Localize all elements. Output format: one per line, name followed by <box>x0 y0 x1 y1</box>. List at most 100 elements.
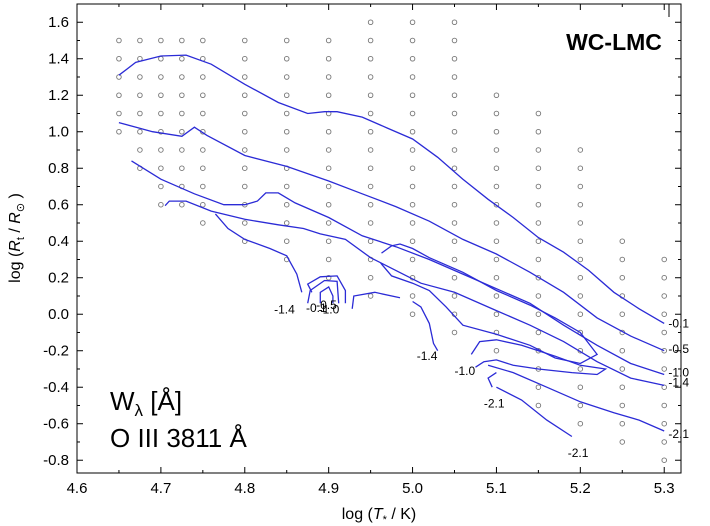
model-point <box>325 147 332 153</box>
model-point <box>158 183 164 190</box>
model-point <box>325 74 332 80</box>
model-point <box>493 220 500 226</box>
contour-label: -2.1 <box>668 427 689 441</box>
model-point <box>137 74 143 80</box>
model-point <box>577 293 584 299</box>
model-point <box>493 165 500 171</box>
contour-label: -1.0 <box>668 366 689 380</box>
model-point <box>409 128 416 135</box>
x-tick-label: 4.9 <box>318 480 339 497</box>
model-point <box>451 165 458 171</box>
model-point <box>409 165 416 171</box>
model-point <box>661 274 667 281</box>
contour-line <box>118 54 665 324</box>
y-tick-label: 0.0 <box>48 306 69 323</box>
model-point <box>325 238 332 244</box>
model-point <box>409 220 416 226</box>
model-point <box>661 366 667 372</box>
model-point <box>535 311 542 317</box>
model-point <box>367 128 374 135</box>
model-point <box>116 74 122 80</box>
model-point <box>661 439 667 445</box>
model-point <box>409 238 416 244</box>
model-point <box>451 201 458 208</box>
contour-label: -0.1 <box>668 316 689 330</box>
model-point <box>325 128 332 135</box>
model-point <box>409 37 416 44</box>
contour-line <box>118 121 665 352</box>
contour-line <box>214 213 303 293</box>
y-tick-label: 1.6 <box>48 14 69 31</box>
contour-line <box>412 300 439 352</box>
model-point <box>535 402 542 409</box>
model-point <box>535 147 542 153</box>
model-point <box>451 147 458 153</box>
contour-labels: -0.1-0.5-1.0-1.4-2.1-1.4 -0.1-0.5-1.0-1.4… <box>274 298 689 460</box>
model-grid-points <box>116 19 667 463</box>
model-point <box>535 183 542 190</box>
model-point <box>283 238 290 244</box>
x-tick-label: 5.3 <box>654 480 675 497</box>
model-point <box>535 256 542 263</box>
model-point <box>577 220 584 226</box>
model-point <box>661 311 667 317</box>
model-point <box>619 347 626 354</box>
plot-frame <box>76 3 682 474</box>
model-point <box>577 420 584 427</box>
model-point <box>451 37 458 44</box>
model-point <box>283 55 290 62</box>
contour-line <box>164 200 665 387</box>
model-point <box>409 147 416 153</box>
model-point <box>619 420 626 427</box>
model-point <box>451 19 458 25</box>
model-point <box>577 256 584 263</box>
line-note: O III 3811 Å <box>110 423 247 453</box>
model-point <box>242 165 248 171</box>
contour-lines <box>118 54 665 438</box>
model-point <box>409 311 416 317</box>
model-point <box>619 366 626 372</box>
x-axis: 4.6 4.7 4.8 4.9 5.0 5.1 5.2 5.3 <box>67 4 675 497</box>
model-point <box>493 274 500 281</box>
model-point <box>367 274 374 281</box>
model-point <box>367 220 374 226</box>
y-tick-label: -0.2 <box>43 343 69 360</box>
y-axis: -0.8 -0.6 -0.4 -0.2 0.0 0.2 0.4 0.6 0.8 1.0 1.2 1.4… <box>43 14 681 469</box>
y-tick-label: 0.2 <box>48 270 69 287</box>
contour-label: -1.4 <box>417 349 438 363</box>
y-tick-label: 1.4 <box>48 51 69 68</box>
model-point <box>158 74 164 80</box>
model-point <box>619 402 626 409</box>
model-point <box>200 165 206 171</box>
model-point <box>493 201 500 208</box>
model-point <box>577 366 584 372</box>
model-point <box>409 201 416 208</box>
model-point <box>661 402 667 409</box>
model-point <box>242 183 248 190</box>
model-point <box>493 238 500 244</box>
model-point <box>242 74 248 80</box>
model-point <box>409 55 416 62</box>
model-point <box>535 238 542 244</box>
model-point <box>367 183 374 190</box>
model-point <box>242 92 248 98</box>
model-point <box>158 147 164 153</box>
model-point <box>619 439 626 445</box>
model-point <box>493 110 500 117</box>
model-point <box>179 201 185 208</box>
model-point <box>577 384 584 390</box>
model-point <box>283 37 290 44</box>
model-point <box>242 37 248 44</box>
model-point <box>493 92 500 98</box>
model-point <box>451 274 458 281</box>
model-point <box>661 293 667 299</box>
x-tick-label: 5.0 <box>402 480 423 497</box>
model-point <box>325 183 332 190</box>
model-point <box>451 238 458 244</box>
model-point <box>200 37 206 44</box>
model-point <box>577 201 584 208</box>
model-point <box>158 110 164 117</box>
model-point <box>619 238 626 244</box>
model-point <box>325 274 332 281</box>
model-point <box>179 147 185 153</box>
